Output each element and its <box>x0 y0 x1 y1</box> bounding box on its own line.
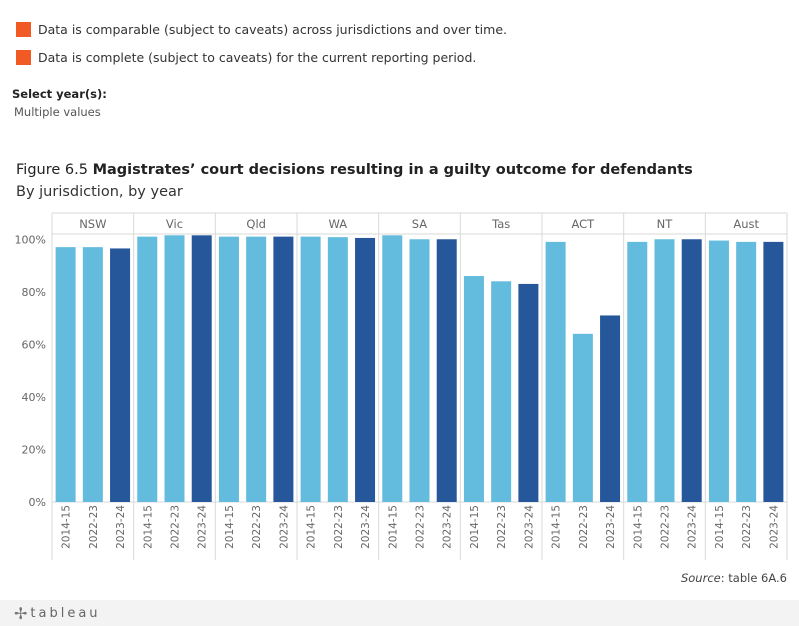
bar <box>572 333 593 502</box>
caveat-complete: Data is complete (subject to caveats) fo… <box>16 48 476 66</box>
tableau-plus-icon: ✢ <box>14 604 28 623</box>
x-tick-label: 2023-24 <box>442 505 454 549</box>
bar <box>436 239 457 503</box>
x-tick-label: 2014-15 <box>61 505 73 549</box>
bar <box>409 239 430 503</box>
source-text: : table 6A.6 <box>720 571 787 585</box>
panel-header: Vic <box>166 217 183 231</box>
x-tick-label: 2014-15 <box>306 505 318 549</box>
bar <box>545 241 566 502</box>
footer-bar: ✢ tableau <box>0 600 799 626</box>
figure-number: Figure 6.5 <box>16 162 88 178</box>
caveat-comparable-text: Data is comparable (subject to caveats) … <box>38 21 507 37</box>
bar <box>600 315 621 502</box>
x-tick-label: 2014-15 <box>224 505 236 549</box>
panel-header: Aust <box>733 217 759 231</box>
year-filter-value[interactable]: Multiple values <box>14 105 101 119</box>
x-tick-label: 2014-15 <box>632 505 644 549</box>
y-tick-label: 0% <box>29 496 46 509</box>
y-tick-label: 20% <box>22 443 46 456</box>
x-tick-label: 2022-23 <box>170 505 182 549</box>
x-tick-label: 2014-15 <box>551 505 563 549</box>
tableau-logo[interactable]: ✢ tableau <box>14 604 101 623</box>
caveat-complete-text: Data is complete (subject to caveats) fo… <box>38 49 477 65</box>
x-tick-label: 2022-23 <box>741 505 753 549</box>
x-tick-label: 2023-24 <box>197 505 209 549</box>
bar <box>355 237 376 503</box>
x-tick-label: 2022-23 <box>415 505 427 549</box>
bar <box>518 283 539 502</box>
caveat-comparable: Data is comparable (subject to caveats) … <box>16 20 507 38</box>
source-note: Source: table 6A.6 <box>681 571 787 585</box>
y-tick-label: 100% <box>15 233 46 246</box>
x-tick-label: 2022-23 <box>251 505 263 549</box>
tableau-logo-text: tableau <box>30 606 101 621</box>
y-tick-label: 60% <box>22 338 46 351</box>
bar <box>273 236 294 503</box>
x-tick-label: 2014-15 <box>142 505 154 549</box>
bar <box>382 235 403 502</box>
bar <box>327 237 348 502</box>
panel-header: SA <box>412 217 428 231</box>
bar <box>218 236 239 503</box>
x-tick-label: 2014-15 <box>714 505 726 549</box>
year-filter-label: Select year(s): <box>12 87 107 101</box>
x-tick-label: 2022-23 <box>88 505 100 549</box>
bar <box>55 247 76 502</box>
figure-title: Figure 6.5 Magistrates’ court decisions … <box>16 162 693 178</box>
x-tick-label: 2023-24 <box>115 505 127 549</box>
bar <box>627 241 648 502</box>
panel-header: Tas <box>491 217 510 231</box>
bar <box>300 236 321 503</box>
bar <box>463 276 484 502</box>
x-tick-label: 2014-15 <box>469 505 481 549</box>
x-tick-label: 2014-15 <box>387 505 399 549</box>
bar-chart: 0% 20% 40% 60% 80% 100% NSW 2014-15 2022-23 2023-… <box>15 212 788 560</box>
bar <box>708 240 729 502</box>
bar <box>654 239 675 503</box>
bar <box>246 236 267 503</box>
bar <box>110 248 131 502</box>
caveat-complete-swatch <box>16 49 31 65</box>
x-tick-label: 2023-24 <box>687 505 699 549</box>
y-tick-label: 40% <box>22 391 46 404</box>
bar <box>164 235 185 502</box>
x-tick-label: 2023-24 <box>523 505 535 549</box>
bar <box>82 247 103 502</box>
bar <box>191 235 212 502</box>
caveat-comparable-swatch <box>16 21 31 37</box>
panel-header: NSW <box>79 217 106 231</box>
bar <box>736 241 757 502</box>
x-tick-label: 2022-23 <box>496 505 508 549</box>
bar <box>681 239 702 503</box>
panel-header: WA <box>329 217 348 231</box>
x-tick-label: 2023-24 <box>605 505 617 549</box>
figure-title-text: Magistrates’ court decisions resulting i… <box>92 162 693 178</box>
x-tick-label: 2023-24 <box>768 505 780 549</box>
x-tick-label: 2022-23 <box>660 505 672 549</box>
bar <box>137 236 158 503</box>
bar <box>491 281 512 502</box>
bar <box>763 241 784 502</box>
source-label: Source <box>680 571 721 585</box>
x-tick-label: 2022-23 <box>578 505 590 549</box>
panel-header: ACT <box>571 217 595 231</box>
x-tick-label: 2023-24 <box>278 505 290 549</box>
y-tick-label: 80% <box>22 286 46 299</box>
panel-header: NT <box>657 217 674 231</box>
figure-subtitle: By jurisdiction, by year <box>16 184 183 200</box>
x-tick-label: 2022-23 <box>333 505 345 549</box>
panel-header: Qld <box>246 217 266 231</box>
x-tick-label: 2023-24 <box>360 505 372 549</box>
